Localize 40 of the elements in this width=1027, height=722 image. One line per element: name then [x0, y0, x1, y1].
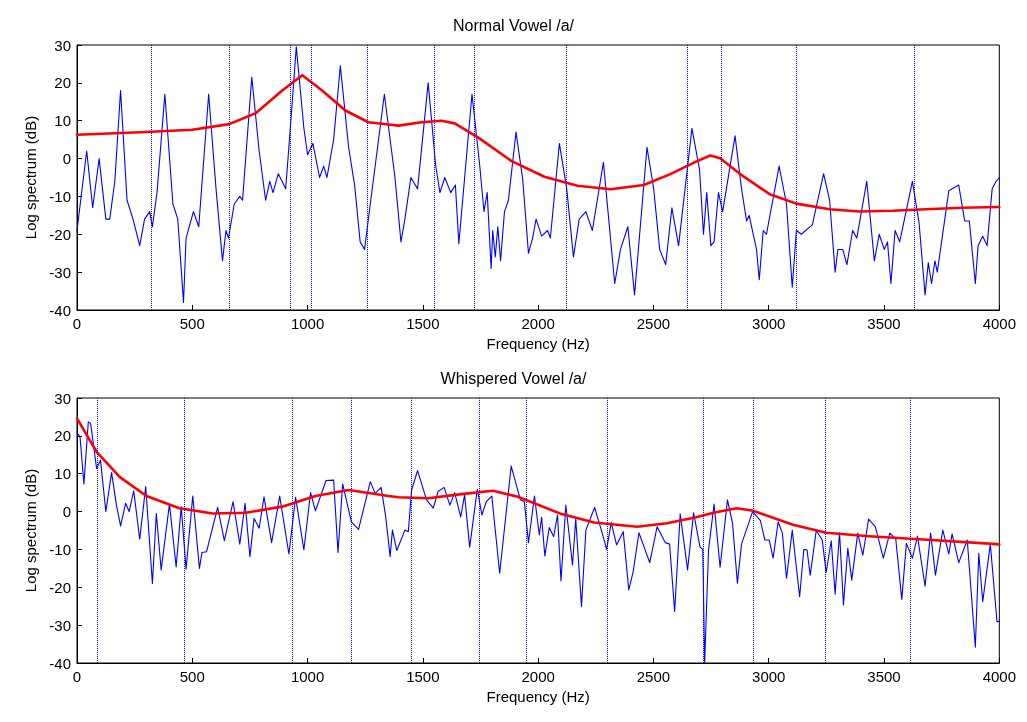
x-tick-label: 3000 [752, 315, 786, 332]
x-tick-label: 2000 [521, 315, 555, 332]
y-tick-label: 10 [54, 465, 71, 483]
x-tick-label: 3500 [867, 315, 901, 332]
y-tick-label: 20 [54, 427, 71, 445]
x-tick-label: 3500 [867, 668, 901, 685]
x-tick-label: 1500 [406, 315, 440, 332]
y-tick-label: -10 [49, 187, 71, 205]
y-tick-label: 30 [54, 389, 71, 407]
x-tick-label: 1000 [290, 668, 325, 685]
y-tick-label: -40 [49, 301, 71, 319]
x-tick-label: 2500 [636, 668, 671, 685]
y-tick-label: -20 [49, 225, 71, 243]
y-tick-label: -30 [49, 616, 71, 634]
y-tick-label: -20 [49, 578, 71, 596]
y-axis-title: Log spectrum (dB) [22, 115, 40, 240]
x-tick-label: 500 [179, 315, 205, 332]
x-tick-label: 1500 [406, 668, 440, 685]
x-tick-label: 1000 [290, 315, 325, 332]
y-tick-label: 0 [62, 503, 71, 521]
x-tick-label: 2000 [521, 668, 555, 685]
chart-title: Normal Vowel /a/ [453, 16, 575, 34]
x-axis-title: Frequency (Hz) [486, 687, 590, 705]
line-series [75, 73, 1001, 213]
line-series [75, 417, 1001, 546]
y-tick-label: 20 [54, 74, 71, 92]
x-tick-label: 4000 [982, 315, 1016, 332]
x-tick-label: 2500 [636, 315, 671, 332]
chart-title: Whispered Vowel /a/ [440, 369, 587, 387]
y-tick-label: 10 [54, 112, 71, 130]
y-tick-label: -10 [49, 540, 71, 558]
y-tick-label: 30 [54, 36, 71, 54]
x-axis-title: Frequency (Hz) [486, 334, 590, 352]
x-tick-label: 500 [179, 668, 205, 685]
x-tick-label: 3000 [752, 668, 786, 685]
y-axis-title: Log spectrum (dB) [22, 468, 40, 593]
y-tick-label: -30 [49, 263, 71, 281]
y-tick-label: -40 [49, 654, 71, 672]
y-tick-label: 0 [62, 150, 71, 168]
x-tick-label: 4000 [982, 668, 1016, 685]
